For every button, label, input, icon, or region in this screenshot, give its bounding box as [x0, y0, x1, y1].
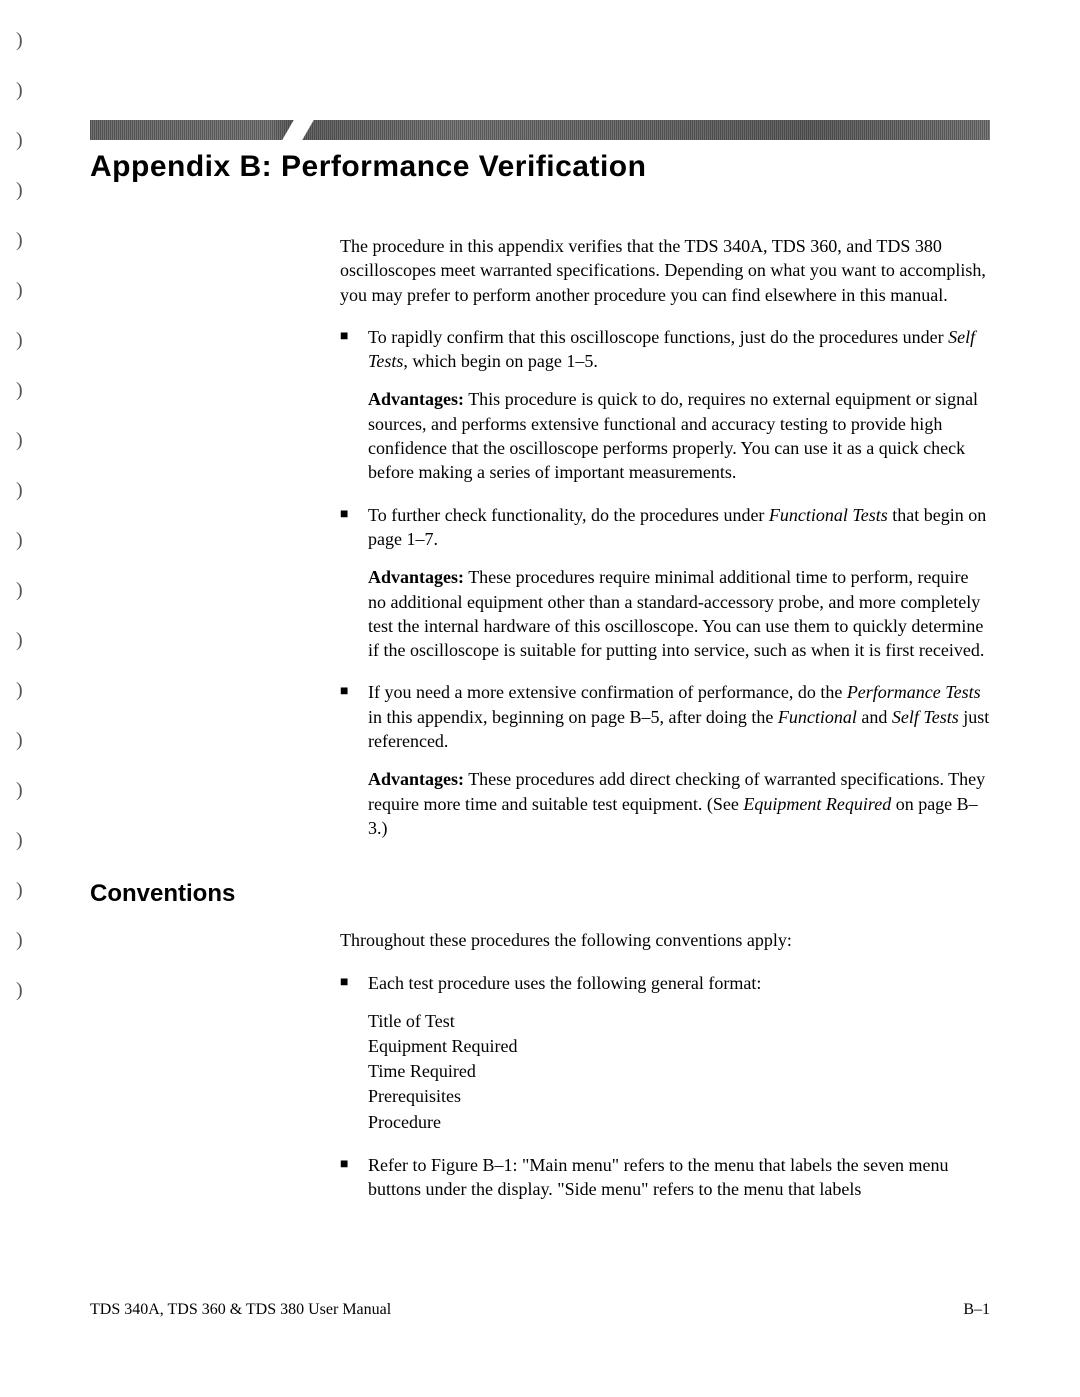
bullet-text: Each test procedure uses the following g… [368, 971, 990, 995]
text-run: and [857, 707, 892, 727]
advantages-label: Advantages: [368, 567, 464, 587]
footer-right: B–1 [963, 1301, 990, 1319]
bullet-text: To rapidly confirm that this oscilloscop… [368, 325, 990, 374]
advantages-block: Advantages: These procedures require min… [368, 565, 990, 662]
format-item: Procedure [368, 1110, 990, 1135]
text-run: To rapidly confirm that this oscilloscop… [368, 327, 948, 347]
italic-run: Performance Tests [847, 682, 981, 702]
decorative-header-bar [90, 120, 990, 140]
format-item: Time Required [368, 1059, 990, 1084]
bullet-marker: ■ [340, 680, 368, 753]
advantages-label: Advantages: [368, 769, 464, 789]
italic-run: Functional [778, 707, 857, 727]
bullet-text: To further check functionality, do the p… [368, 503, 990, 552]
conventions-column: Throughout these procedures the followin… [340, 928, 990, 1201]
advantages-label: Advantages: [368, 389, 464, 409]
advantages-block: Advantages: This procedure is quick to d… [368, 387, 990, 484]
body-column: The procedure in this appendix verifies … [340, 234, 990, 840]
bullet-item: ■ To rapidly confirm that this oscillosc… [340, 325, 990, 374]
advantages-block: Advantages: These procedures add direct … [368, 767, 990, 840]
binding-artifacts: )))))) )))))) )))))) )) [10, 0, 40, 1379]
bullet-item: ■ If you need a more extensive confirmat… [340, 680, 990, 753]
format-item: Equipment Required [368, 1034, 990, 1059]
bullet-text: If you need a more extensive confirmatio… [368, 680, 990, 753]
format-item: Title of Test [368, 1009, 990, 1034]
bullet-marker: ■ [340, 325, 368, 374]
bullet-item: ■ To further check functionality, do the… [340, 503, 990, 552]
bullet-marker: ■ [340, 971, 368, 995]
text-run: To further check functionality, do the p… [368, 505, 769, 525]
text-run: in this appendix, beginning on page B–5,… [368, 707, 778, 727]
italic-run: Self Tests [892, 707, 959, 727]
text-run: If you need a more extensive confirmatio… [368, 682, 847, 702]
page-footer: TDS 340A, TDS 360 & TDS 380 User Manual … [90, 1301, 990, 1319]
format-item: Prerequisites [368, 1084, 990, 1109]
bullet-marker: ■ [340, 503, 368, 552]
page: )))))) )))))) )))))) )) Appendix B: Perf… [0, 0, 1080, 1379]
format-list: Title of Test Equipment Required Time Re… [368, 1009, 990, 1135]
bullet-marker: ■ [340, 1153, 368, 1202]
conventions-intro: Throughout these procedures the followin… [340, 928, 990, 952]
bullet-item: ■ Refer to Figure B–1: "Main menu" refer… [340, 1153, 990, 1202]
italic-run: Functional Tests [769, 505, 888, 525]
italic-run: Equipment Required [743, 794, 891, 814]
bullet-text: Refer to Figure B–1: "Main menu" refers … [368, 1153, 990, 1202]
intro-paragraph: The procedure in this appendix verifies … [340, 234, 990, 307]
bullet-item: ■ Each test procedure uses the following… [340, 971, 990, 995]
text-run: , which begin on page 1–5. [403, 351, 597, 371]
footer-left: TDS 340A, TDS 360 & TDS 380 User Manual [90, 1301, 391, 1319]
appendix-title: Appendix B: Performance Verification [90, 150, 990, 184]
section-heading-conventions: Conventions [90, 880, 990, 908]
